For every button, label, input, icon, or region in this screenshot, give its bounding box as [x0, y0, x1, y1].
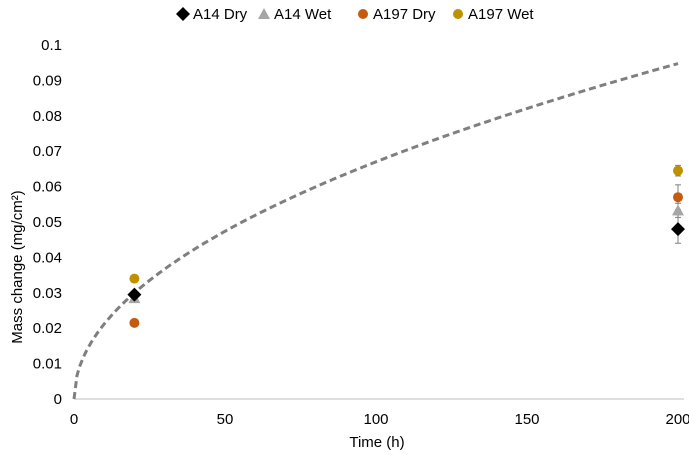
- y-axis-ticks: 0 0.01 0.02 0.03 0.04 0.05 0.06 0.07 0.08 0.09 0.1: [33, 37, 62, 408]
- y-tick-label: 0.1: [41, 37, 62, 54]
- y-tick-label: 0.07: [33, 143, 62, 160]
- legend-label: A14 Wet: [274, 6, 332, 23]
- trendline: [72, 62, 679, 400]
- x-tick-label: 50: [217, 411, 234, 428]
- legend-marker: [358, 9, 368, 19]
- y-tick-label: 0.01: [33, 356, 62, 373]
- y-tick-label: 0.05: [33, 214, 62, 231]
- x-tick-label: 100: [363, 411, 388, 428]
- legend-label: A197 Wet: [468, 6, 534, 23]
- data-point: [673, 192, 683, 203]
- x-axis-title: Time (h): [349, 434, 404, 451]
- data-point: [671, 222, 685, 237]
- x-axis-ticks: 0 50 100 150 200: [70, 411, 689, 428]
- data-point: [129, 273, 140, 284]
- legend-label: A197 Dry: [373, 6, 436, 23]
- y-tick-label: 0.02: [33, 320, 62, 337]
- x-tick-label: 0: [70, 411, 78, 428]
- y-tick-label: 0.03: [33, 285, 62, 302]
- y-tick-label: 0.08: [33, 108, 62, 125]
- data-point: [673, 165, 683, 176]
- legend-marker: [176, 7, 190, 21]
- y-tick-label: 0.04: [33, 249, 62, 266]
- legend-marker: [453, 9, 463, 19]
- legend-marker: [258, 8, 270, 19]
- legend: A14 Dry A14 Wet A197 Dry A197 Wet: [176, 6, 534, 23]
- y-tick-label: 0.09: [33, 72, 62, 89]
- data-point: [127, 287, 142, 302]
- y-tick-label: 0.06: [33, 179, 62, 196]
- data-point: [672, 204, 684, 216]
- x-tick-label: 200: [665, 411, 689, 428]
- data-points: [127, 164, 685, 328]
- y-axis-title: Mass change (mg/cm²): [9, 190, 26, 343]
- y-tick-label: 0: [54, 391, 62, 408]
- data-point: [129, 317, 140, 328]
- x-tick-label: 150: [514, 411, 539, 428]
- legend-label: A14 Dry: [193, 6, 248, 23]
